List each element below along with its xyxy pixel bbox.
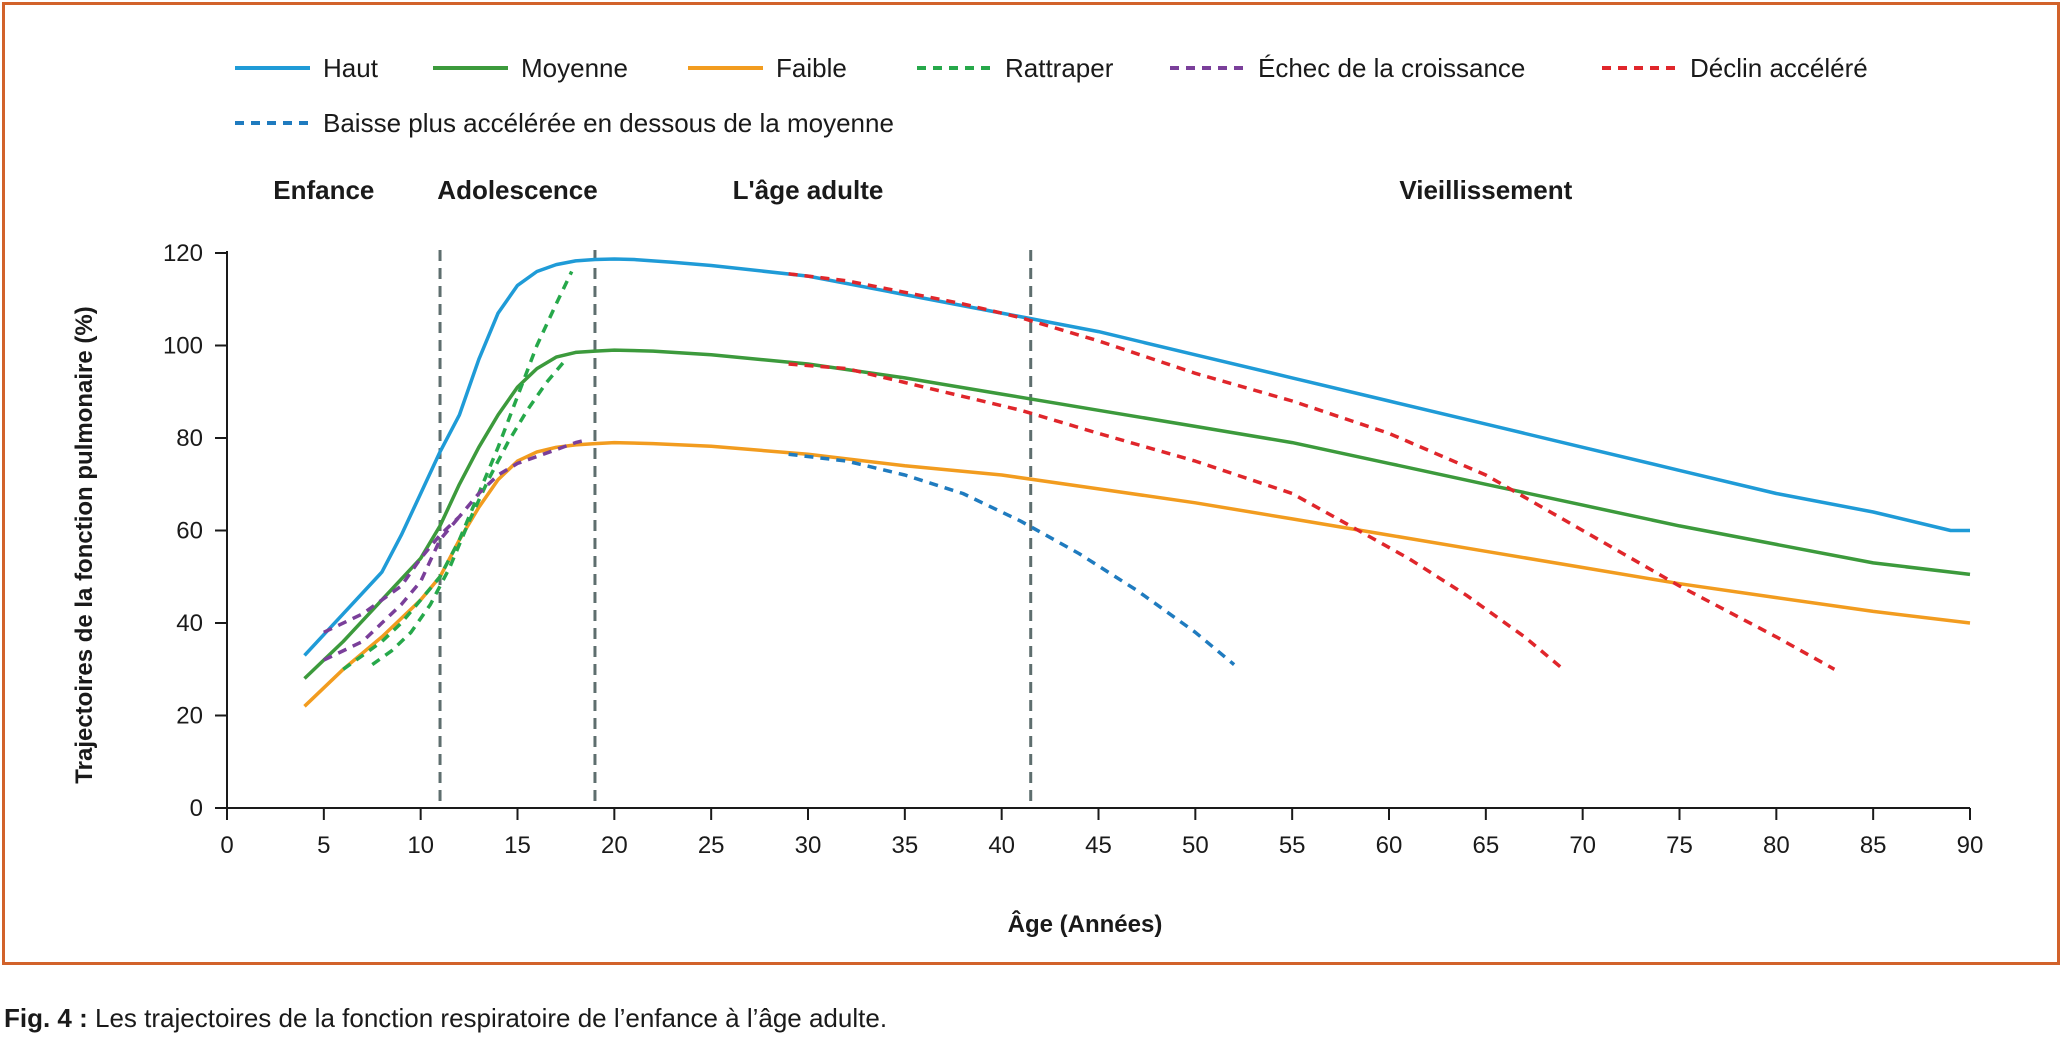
phase-label: Adolescence <box>437 175 597 205</box>
x-tick-label: 20 <box>601 832 628 859</box>
x-tick-label: 80 <box>1763 832 1790 859</box>
x-tick-label: 90 <box>1957 832 1984 859</box>
legend-label: Moyenne <box>521 53 628 83</box>
x-tick-label: 25 <box>698 832 725 859</box>
legend-label: Faible <box>776 53 847 83</box>
x-tick-label: 10 <box>407 832 434 859</box>
x-tick-label: 30 <box>795 832 822 859</box>
phase-labels: Enfance Adolescence L'âge adulte Vieillisse… <box>273 175 1573 808</box>
y-tick-label: 0 <box>190 795 203 822</box>
x-tick-label: 35 <box>891 832 918 859</box>
legend-label: Rattraper <box>1005 53 1114 83</box>
x-tick-label: 5 <box>317 832 330 859</box>
caption-label: Fig. 4 : <box>4 1003 88 1033</box>
series-lines <box>303 257 1971 708</box>
legend-label: Haut <box>323 53 379 83</box>
x-tick-label: 40 <box>988 832 1015 859</box>
x-tick-label: 85 <box>1860 832 1887 859</box>
series-line-declin-accelere-7 <box>788 272 1836 671</box>
series-line-haut-0 <box>303 257 1970 657</box>
axes: 0 5 10 15 20 25 30 35 40 45 50 55 60 65 70 75 80 85 90 0 20 4… <box>163 240 1983 859</box>
y-tick-label: 20 <box>176 703 203 730</box>
y-tick-label: 40 <box>176 610 203 637</box>
x-tick-label: 50 <box>1182 832 1209 859</box>
phase-label: L'âge adulte <box>733 175 884 205</box>
series-line-rattraper-3 <box>342 270 574 671</box>
series-line-faible-2 <box>303 440 1971 708</box>
x-tick-label: 75 <box>1666 832 1693 859</box>
series-line-declin-accelere-8 <box>788 362 1565 671</box>
x-tick-label: 0 <box>220 832 233 859</box>
y-tick-label: 60 <box>176 518 203 545</box>
series-line-echec-de-la-croissance-5 <box>323 438 586 634</box>
y-tick-label: 120 <box>163 240 203 267</box>
legend-label: Baisse plus accélérée en dessous de la m… <box>323 108 894 138</box>
lung-function-chart: Haut Moyenne Faible Rattraper Échec de la cr… <box>71 53 1983 938</box>
series-line-rattraper-4 <box>371 358 568 667</box>
x-tick-label: 55 <box>1279 832 1306 859</box>
y-tick-label: 80 <box>176 425 203 452</box>
series-line-baisse-plus-acceleree-en-dessous-de-la-moyenne-9 <box>788 452 1236 666</box>
legend-label: Échec de la croissance <box>1258 53 1525 83</box>
x-axis-title: Âge (Années) <box>1008 910 1163 938</box>
y-axis-title: Trajectoires de la fonction pulmonaire (… <box>71 306 98 783</box>
x-tick-label: 70 <box>1569 832 1596 859</box>
legend: Haut Moyenne Faible Rattraper Échec de la cr… <box>235 53 1868 138</box>
legend-label: Déclin accéléré <box>1690 53 1868 83</box>
caption-text: Les trajectoires de la fonction respirat… <box>87 1003 888 1033</box>
phase-label: Vieillissement <box>1399 175 1572 205</box>
series-line-moyenne-1 <box>303 348 1971 680</box>
figure-caption: Fig. 4 : Les trajectoires de la fonction… <box>4 1003 887 1034</box>
figure-frame <box>2 2 2060 965</box>
phase-label: Enfance <box>273 175 374 205</box>
x-tick-label: 65 <box>1472 832 1499 859</box>
x-tick-label: 15 <box>504 832 531 859</box>
x-tick-label: 60 <box>1376 832 1403 859</box>
series-line-echec-de-la-croissance-6 <box>323 515 461 662</box>
x-tick-label: 45 <box>1085 832 1112 859</box>
y-tick-label: 100 <box>163 333 203 360</box>
